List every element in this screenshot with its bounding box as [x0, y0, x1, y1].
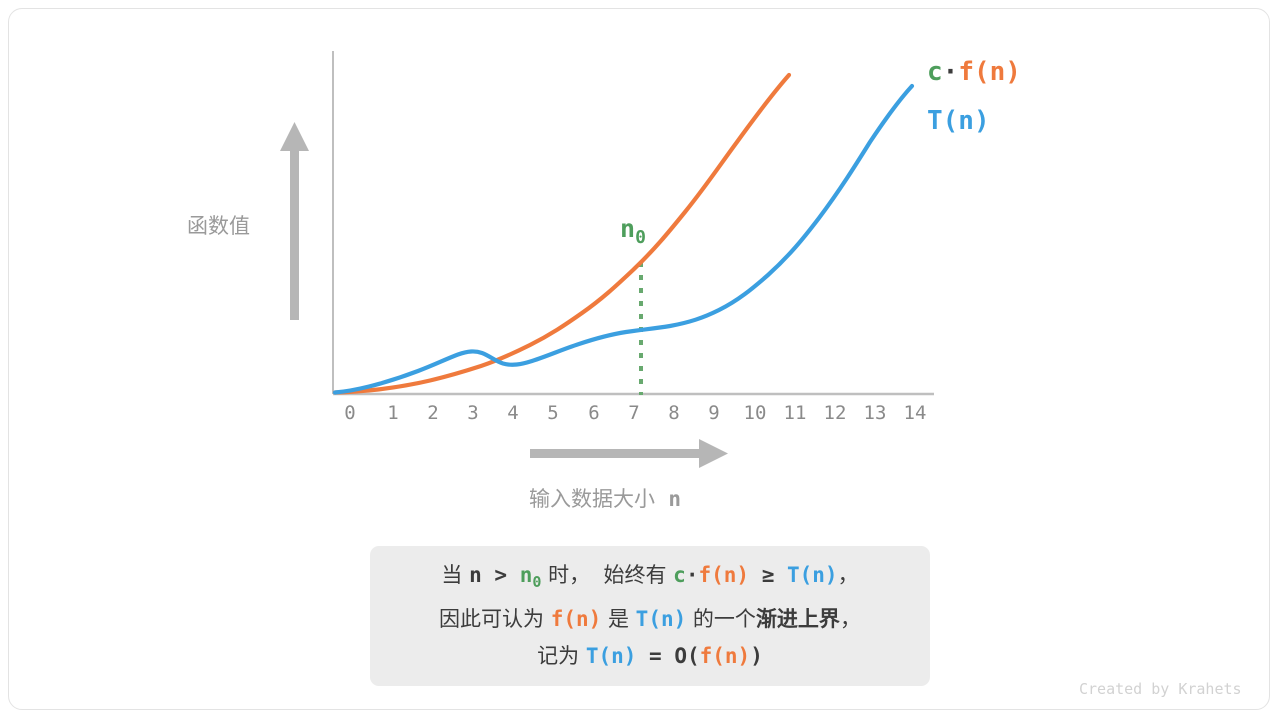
x-tick-1: 1	[387, 402, 399, 424]
x-tick-14: 14	[903, 402, 927, 424]
caption-l2-t3: 的一个	[686, 607, 756, 632]
caption-l3-t1: 记为	[537, 644, 586, 669]
curve-t-n	[332, 83, 915, 395]
caption-l1-t1: 当	[441, 562, 470, 587]
caption-l1-t5: ，	[837, 562, 859, 587]
x-axis-label-text: 输入数据大小	[529, 487, 655, 511]
x-tick-2: 2	[427, 402, 439, 424]
caption-l3-eq: =	[636, 644, 675, 669]
arrow-up-icon	[280, 122, 309, 320]
caption-l2-t4: ，	[839, 607, 861, 632]
caption-l2-emphasis: 渐进上界	[755, 607, 840, 632]
x-tick-8: 8	[668, 402, 680, 424]
x-tick-12: 12	[823, 402, 847, 424]
n0-marker-base: n	[620, 214, 636, 243]
x-axis-label: 输入数据大小 n	[529, 483, 889, 513]
caption-l1-c: c	[673, 562, 686, 587]
arrow-right-icon	[530, 439, 728, 468]
caption-l3-fn: f(n)	[699, 644, 751, 669]
x-axis-label-var: n	[668, 487, 682, 511]
x-axis-tick-labels: 0 1 2 3 4 5 6 7 8 9 10 11 12 13 14	[333, 402, 934, 432]
caption-line-3: 记为 T(n) = O(f(n))	[537, 638, 763, 675]
caption-l2-t2: 是	[601, 607, 636, 632]
figure-frame: c·f(n) T(n) n0 0 1 2 3 4 5 6 7 8 9 10 11…	[8, 8, 1270, 710]
caption-l3-tn: T(n)	[585, 644, 637, 669]
caption-l1-n0-sub: 0	[532, 573, 542, 592]
caption-line-1: 当 n > n0 时， 始终有 c·f(n) ≥ T(n)，	[441, 557, 858, 601]
y-axis-label: 函数值	[187, 214, 250, 238]
x-tick-5: 5	[547, 402, 559, 424]
x-tick-4: 4	[507, 402, 519, 424]
asymptotic-upper-bound-figure: c·f(n) T(n) n0 0 1 2 3 4 5 6 7 8 9 10 11…	[9, 9, 1269, 709]
x-tick-6: 6	[588, 402, 600, 424]
series-label-fn: f(n)	[958, 57, 1021, 87]
caption-l3-big-o-close: )	[750, 644, 763, 669]
x-tick-11: 11	[783, 402, 807, 424]
caption-l1-n: n	[469, 562, 482, 587]
x-tick-3: 3	[467, 402, 479, 424]
x-tick-7: 7	[628, 402, 640, 424]
curve-c-f-n	[332, 72, 792, 395]
series-label-dot: ·	[942, 57, 959, 87]
caption-l1-dot: ·	[685, 562, 699, 587]
x-tick-0: 0	[344, 402, 356, 424]
caption-l1-fn: f(n)	[698, 562, 750, 587]
caption-l2-t1: 因此可认为	[439, 607, 551, 632]
n0-marker-subscript: 0	[635, 227, 646, 248]
plot-canvas	[280, 51, 934, 468]
caption-l2-tn: T(n)	[635, 607, 687, 632]
caption-l1-gt: >	[481, 562, 520, 587]
caption-l1-geq: ≥	[749, 562, 787, 587]
x-tick-10: 10	[743, 402, 767, 424]
watermark-credit: Created by Krahets	[1079, 680, 1242, 698]
n0-marker-label: n0	[620, 214, 646, 248]
x-tick-9: 9	[708, 402, 720, 424]
caption-l1-n0: n	[519, 562, 533, 587]
caption-l2-fn: f(n)	[550, 607, 602, 632]
x-tick-13: 13	[863, 402, 887, 424]
series-label-t-n: T(n)	[927, 106, 990, 136]
caption-box: 当 n > n0 时， 始终有 c·f(n) ≥ T(n)， 因此可认为 f(n…	[370, 546, 930, 686]
caption-line-2: 因此可认为 f(n) 是 T(n) 的一个渐进上界，	[439, 601, 861, 638]
caption-l1-tn: T(n)	[787, 562, 838, 587]
series-label-c: c	[927, 57, 943, 87]
series-label-c-f-n: c·f(n)	[927, 57, 1021, 87]
caption-l1-t3: 时， 始终有	[541, 562, 674, 587]
caption-l3-big-o-open: O(	[674, 644, 700, 669]
